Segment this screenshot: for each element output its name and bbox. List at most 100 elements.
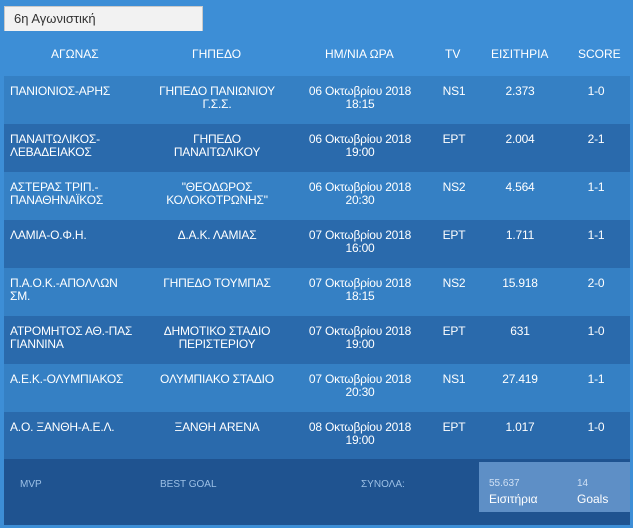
tv-cell: ΕΡΤ: [434, 421, 474, 434]
match-cell-text: ΑΣΤΕΡΑΣ ΤΡΙΠ.-: [10, 180, 99, 194]
tv-cell: NS2: [434, 277, 474, 290]
header-datetime: ΗΜ/ΝΙΑ ΩΡΑ: [325, 47, 394, 61]
tickets-cell: 27.419: [492, 373, 548, 386]
match-cell-text: ΠΑΝΙΟΝΙΟΣ-ΑΡΗΣ: [10, 84, 111, 98]
table-row[interactable]: Α.Ο. ΞΑΝΘΗ-Α.Ε.Λ. ΞΑΝΘΗ ARENA 08 Οκτωβρίου…: [4, 412, 630, 460]
tv-cell: NS2: [434, 181, 474, 194]
match-cell-text: Α.Ο. ΞΑΝΘΗ-Α.Ε.Λ.: [10, 420, 115, 434]
stadium-cell: ΔΗΜΟΤΙΚΟ ΣΤΑΔΙΟ ΠΕΡΙΣΤΕΡΙΟΥ: [152, 325, 282, 351]
stadium-cell: ΓΗΠΕΔΟ ΠΑΝΑΙΤΩΛΙΚΟΥ: [152, 133, 282, 159]
stadium-cell: ΞΑΝΘΗ ARENA: [152, 421, 282, 434]
matchday-tab[interactable]: 6η Αγωνιστική: [4, 6, 203, 31]
tv-cell-text: NS1: [442, 84, 466, 98]
score-cell-text: 2-0: [587, 276, 605, 290]
tv-cell-text: NS2: [442, 180, 466, 194]
datetime-cell-text: 07 Οκτωβρίου 2018: [308, 372, 412, 386]
goals-total: 14: [577, 478, 589, 489]
match-cell: Α.Ε.Κ.-ΟΛΥΜΠΙΑΚΟΣ: [10, 373, 150, 386]
tickets-cell: 4.564: [492, 181, 548, 194]
fixtures-panel: ΑΓΩΝΑΣ ΓΗΠΕΔΟ ΗΜ/ΝΙΑ ΩΡΑ TV ΕΙΣΙΤΗΡΙΑ SC…: [4, 31, 630, 525]
datetime-cell-text: 07 Οκτωβρίου 2018: [308, 324, 412, 338]
tv-cell: ΕΡΤ: [434, 133, 474, 146]
table-row[interactable]: ΛΑΜΙΑ-Ο.Φ.Η. Δ.Α.Κ. ΛΑΜΙΑΣ 07 Οκτωβρίου 20…: [4, 220, 630, 268]
stadium-cell-text: ΞΑΝΘΗ ARENA: [174, 420, 260, 434]
score-cell: 2-0: [576, 277, 616, 290]
table-row[interactable]: Α.Ε.Κ.-ΟΛΥΜΠΙΑΚΟΣ ΟΛΥΜΠΙΑΚΟ ΣΤΑΔΙΟ 07 Οκτω…: [4, 364, 630, 412]
datetime-cell-text: 06 Οκτωβρίου 2018: [308, 84, 412, 98]
header-match: ΑΓΩΝΑΣ: [51, 47, 99, 61]
datetime-cell-text: 19:00: [345, 433, 375, 447]
tv-cell: ΕΡΤ: [434, 229, 474, 242]
table-row[interactable]: ΑΣΤΕΡΑΣ ΤΡΙΠ.- ΠΑΝΑΘΗΝΑΪΚΟΣ "ΘΕΟΔΩΡΟΣ ΚΟΛΟΚ…: [4, 172, 630, 220]
match-cell: Α.Ο. ΞΑΝΘΗ-Α.Ε.Λ.: [10, 421, 150, 434]
datetime-cell-text: 20:30: [345, 385, 375, 399]
datetime-cell: 08 Οκτωβρίου 2018 19:00: [297, 421, 423, 447]
stadium-cell-text: ΓΗΠΕΔΟ: [193, 132, 241, 146]
match-cell-text: ΛΑΜΙΑ-Ο.Φ.Η.: [10, 228, 87, 242]
datetime-cell-text: 18:15: [345, 97, 375, 111]
matchday-tab-label: 6η Αγωνιστική: [14, 11, 96, 26]
tickets-cell-text: 4.564: [505, 180, 535, 194]
datetime-cell: 06 Οκτωβρίου 2018 19:00: [297, 133, 423, 159]
match-cell-text: ΑΤΡΟΜΗΤΟΣ ΑΘ.-ΠΑΣ: [10, 324, 133, 338]
stadium-cell-text: ΔΗΜΟΤΙΚΟ ΣΤΑΔΙΟ: [163, 324, 271, 338]
score-cell-text: 2-1: [587, 132, 605, 146]
tv-cell-text: ΕΡΤ: [442, 324, 466, 338]
tickets-cell-text: 2.004: [505, 132, 535, 146]
tv-cell-text: ΕΡΤ: [442, 420, 466, 434]
totals-box: 55.637 Εισιτήρια 14 Goals: [479, 462, 630, 512]
score-cell: 1-0: [576, 421, 616, 434]
header-stadium: ΓΗΠΕΔΟ: [192, 47, 242, 61]
tickets-cell: 1.017: [492, 421, 548, 434]
match-cell-text: ΣΜ.: [10, 289, 31, 303]
header-tickets: ΕΙΣΙΤΗΡΙΑ: [491, 47, 549, 61]
tickets-cell-text: 15.918: [502, 276, 538, 290]
tickets-cell: 2.004: [492, 133, 548, 146]
score-cell: 2-1: [576, 133, 616, 146]
datetime-cell: 07 Οκτωβρίου 2018 18:15: [297, 277, 423, 303]
match-cell: ΑΤΡΟΜΗΤΟΣ ΑΘ.-ΠΑΣ ΓΙΑΝΝΙΝΑ: [10, 325, 150, 351]
table-row[interactable]: ΑΤΡΟΜΗΤΟΣ ΑΘ.-ΠΑΣ ΓΙΑΝΝΙΝΑ ΔΗΜΟΤΙΚΟ ΣΤΑΔΙΟ…: [4, 316, 630, 364]
score-cell-text: 1-0: [587, 420, 605, 434]
score-cell: 1-1: [576, 181, 616, 194]
tv-cell: NS1: [434, 373, 474, 386]
datetime-cell-text: 06 Οκτωβρίου 2018: [308, 132, 412, 146]
tickets-cell-text: 2.373: [505, 84, 535, 98]
score-cell-text: 1-1: [587, 180, 605, 194]
stadium-cell-text: Γ.Σ.Σ.: [202, 97, 232, 111]
match-cell-text: Π.Α.Ο.Κ.-ΑΠΟΛΛΩΝ: [10, 276, 118, 290]
score-cell-text: 1-1: [587, 372, 605, 386]
stadium-cell: ΓΗΠΕΔΟ ΠΑΝΙΩΝΙΟΥ Γ.Σ.Σ.: [152, 85, 282, 111]
datetime-cell-text: 06 Οκτωβρίου 2018: [308, 180, 412, 194]
datetime-cell-text: 19:00: [345, 145, 375, 159]
table-row[interactable]: ΠΑΝΙΟΝΙΟΣ-ΑΡΗΣ ΓΗΠΕΔΟ ΠΑΝΙΩΝΙΟΥ Γ.Σ.Σ. 06 Ο…: [4, 76, 630, 124]
tickets-cell-text: 631: [510, 324, 530, 338]
tv-cell: NS1: [434, 85, 474, 98]
stadium-cell: "ΘΕΟΔΩΡΟΣ ΚΟΛΟΚΟΤΡΩΝΗΣ": [152, 181, 282, 207]
datetime-cell-text: 08 Οκτωβρίου 2018: [308, 420, 412, 434]
table-header: ΑΓΩΝΑΣ ΓΗΠΕΔΟ ΗΜ/ΝΙΑ ΩΡΑ TV ΕΙΣΙΤΗΡΙΑ SC…: [4, 31, 630, 76]
totals-label: ΣΥΝΟΛΑ:: [361, 479, 405, 490]
tickets-cell: 2.373: [492, 85, 548, 98]
score-cell-text: 1-1: [587, 228, 605, 242]
goals-caption: Goals: [577, 492, 609, 506]
stadium-cell-text: ΚΟΛΟΚΟΤΡΩΝΗΣ": [166, 193, 268, 207]
datetime-cell-text: 19:00: [345, 337, 375, 351]
tickets-cell-text: 1.711: [505, 228, 535, 242]
mvp-label: MVP: [20, 479, 42, 490]
stadium-cell-text: "ΘΕΟΔΩΡΟΣ: [181, 180, 253, 194]
stadium-cell-text: ΟΛΥΜΠΙΑΚΟ ΣΤΑΔΙΟ: [160, 372, 274, 386]
match-cell-text: ΛΕΒΑΔΕΙΑΚΟΣ: [10, 145, 92, 159]
stadium-cell-text: ΠΕΡΙΣΤΕΡΙΟΥ: [178, 337, 256, 351]
table-row[interactable]: ΠΑΝΑΙΤΩΛΙΚΟΣ- ΛΕΒΑΔΕΙΑΚΟΣ ΓΗΠΕΔΟ ΠΑΝΑΙΤΩΛΙΚ…: [4, 124, 630, 172]
score-cell: 1-0: [576, 325, 616, 338]
score-cell-text: 1-0: [587, 84, 605, 98]
score-cell-text: 1-0: [587, 324, 605, 338]
table-row[interactable]: Π.Α.Ο.Κ.-ΑΠΟΛΛΩΝ ΣΜ. ΓΗΠΕΔΟ ΤΟΥΜΠΑΣ 07 Οκτω…: [4, 268, 630, 316]
match-cell-text: Α.Ε.Κ.-ΟΛΥΜΠΙΑΚΟΣ: [10, 372, 124, 386]
tv-cell-text: NS1: [442, 372, 466, 386]
datetime-cell-text: 07 Οκτωβρίου 2018: [308, 228, 412, 242]
tickets-cell-text: 27.419: [502, 372, 538, 386]
tickets-cell-text: 1.017: [505, 420, 535, 434]
